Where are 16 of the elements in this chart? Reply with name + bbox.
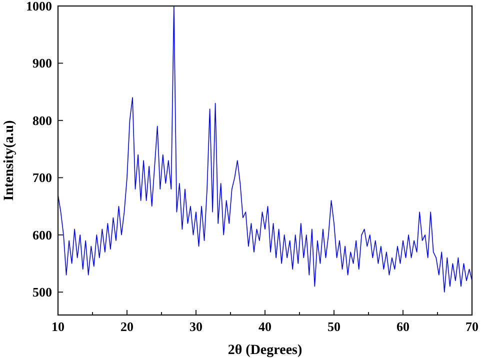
y-tick-label: 700 — [32, 170, 52, 186]
x-tick-label: 30 — [190, 319, 202, 334]
x-tick-label: 40 — [258, 319, 272, 334]
x-tick-label: 20 — [120, 319, 134, 334]
y-tick-label: 500 — [32, 284, 52, 300]
y-axis-title: Intensity(a.u) — [2, 120, 17, 201]
y-tick-label: 1000 — [26, 0, 52, 14]
y-tick-label: 900 — [32, 56, 52, 71]
x-axis-title: 2θ (Degrees) — [228, 343, 302, 358]
x-tick-label: 10 — [52, 319, 64, 334]
line-series — [58, 6, 472, 293]
y-tick-label: 600 — [32, 227, 52, 242]
x-tick-label: 50 — [328, 319, 340, 334]
x-tick-label: 70 — [466, 319, 478, 334]
x-tick-label: 60 — [396, 319, 410, 334]
y-tick-label: 800 — [32, 112, 52, 128]
